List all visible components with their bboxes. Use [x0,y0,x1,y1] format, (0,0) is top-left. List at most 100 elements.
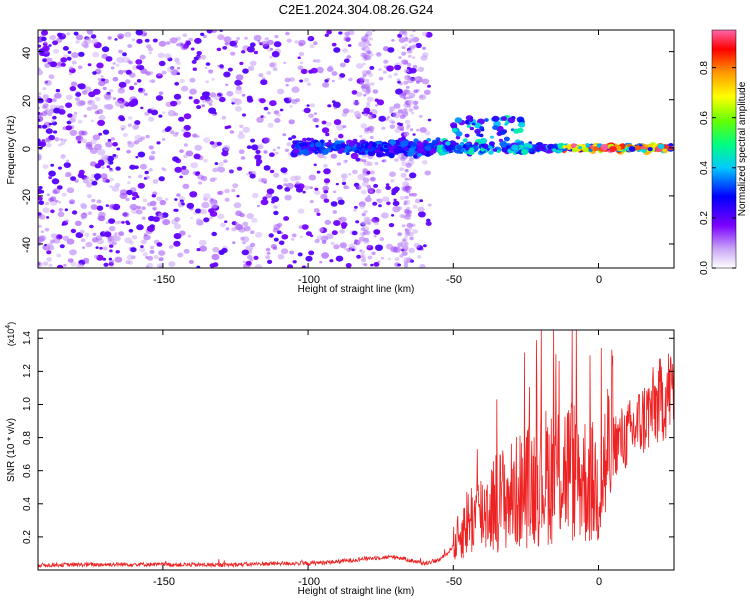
spectrogram-speckle [186,202,195,209]
spectrogram-speckle [205,98,213,104]
spectrogram-speckle [337,199,345,205]
spectrogram-speckle [326,30,332,35]
spectrogram-speckle [60,154,67,160]
spectrogram-speckle [407,177,412,181]
spectrogram-speckle [336,124,344,131]
spectrogram-speckle [259,98,266,104]
spectrogram-speckle [135,155,139,159]
top-y-axis-label: Frequency (Hz) [6,116,17,185]
spectrogram-speckle [277,88,285,95]
spectrogram-speckle [273,172,280,178]
spectrogram-speckle [313,163,317,167]
spectrogram-speckle [247,65,255,71]
spectrogram-speckle [411,111,415,115]
spectrogram-speckle [442,148,447,153]
spectrogram-speckle [66,187,75,194]
spectrogram-speckle [52,188,61,195]
spectrogram-speckle [94,143,102,151]
spectrogram-speckle [84,232,90,237]
spectrogram-speckle [193,56,199,61]
spectrogram-speckle [370,170,375,175]
chart-title: C2E1.2024.304.08.26.G24 [279,2,434,17]
spectrogram-speckle [52,115,57,120]
spectrogram-speckle [100,173,108,180]
spectrogram-speckle [48,74,55,79]
spectrogram-speckle [107,36,112,40]
spectrogram-speckle [92,88,101,95]
spectrogram-speckle [408,46,412,49]
spectrogram-speckle [314,151,319,155]
spectrogram-speckle [250,242,256,247]
spectrogram-speckle [191,59,197,64]
spectrogram-speckle [236,166,243,171]
spectrogram-speckle [58,143,62,147]
spectrogram-speckle [399,195,405,201]
spectrogram-speckle [343,247,347,251]
spectrogram-speckle [223,36,232,43]
spectrogram-speckle [513,149,518,154]
spectrogram-speckle [480,143,484,147]
spectrogram-speckle [164,127,171,132]
spectrogram-speckle [412,133,416,136]
spectrogram-speckle [231,188,236,193]
spectrogram-speckle [373,147,377,150]
spectrogram-speckle [338,76,343,80]
spectrogram-speckle [388,153,395,159]
spectrogram-speckle [224,41,229,46]
spectrogram-speckle [269,62,276,68]
spectrogram-speckle [117,33,125,39]
spectrogram-speckle [239,124,244,128]
spectrogram-speckle [90,204,98,210]
spectrogram-speckle [291,86,300,93]
spectrogram-speckle [356,116,360,120]
spectrogram-speckle [426,138,432,142]
spectrogram-speckle [417,66,425,73]
spectrogram-speckle [188,37,193,42]
spectrogram-speckle [385,183,390,187]
spectrogram-speckle [140,106,144,110]
spectrogram-speckle [56,264,64,268]
spectrogram-speckle [267,111,271,115]
spectrogram-speckle [38,196,43,201]
spectrogram-speckle [400,140,409,147]
spectrogram-speckle [377,144,382,148]
spectrogram-speckle [283,183,287,187]
spectrogram-speckle [129,164,136,170]
spectrogram-speckle [291,233,297,238]
spectrogram-speckle [213,95,221,100]
spectrogram-speckle [92,51,100,58]
spectrogram-speckle [108,226,116,232]
top-y-tick-label: 0 [21,146,33,152]
spectrogram-speckle [176,61,181,66]
spectrogram-speckle [269,56,273,59]
y-multiplier-prefix: (x10 [6,329,16,347]
spectrogram-speckle [408,99,415,105]
spectrogram-speckle [38,140,43,147]
spectrogram-speckle [333,47,341,53]
spectrogram-speckle [250,230,255,234]
spectrogram-speckle [299,142,305,148]
spectrogram-speckle [169,37,178,44]
spectrogram-speckle [45,137,51,142]
spectrogram-speckle [389,106,396,112]
spectrogram-speckle [110,137,116,141]
spectrogram-speckle [156,196,163,202]
spectrogram-speckle [423,89,431,96]
spectrogram-speckle [305,255,313,262]
spectrogram-speckle [491,115,500,122]
spectrogram-speckle [110,66,115,70]
spectrogram-speckle [263,106,269,111]
spectrogram-speckle [53,130,58,134]
spectrogram-speckle [89,224,94,229]
spectrogram-speckle [347,30,355,36]
spectrogram-speckle [417,206,425,213]
spectrogram-speckle [131,38,136,41]
spectrogram-speckle [173,233,182,240]
spectrogram-speckle [417,147,424,153]
spectrogram-speckle [257,40,261,43]
spectrogram-speckle [348,172,352,176]
spectrogram-speckle [136,209,143,215]
spectrogram-speckle [162,219,171,226]
spectrogram-speckle [274,35,279,39]
spectrogram-speckle [285,83,289,87]
